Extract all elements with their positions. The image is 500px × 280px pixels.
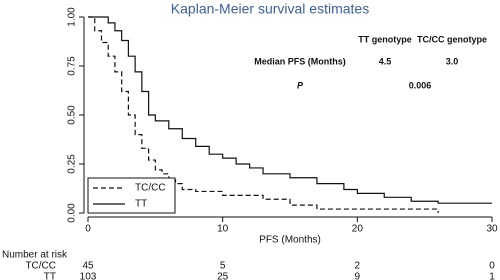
x-tick-label: 20: [352, 224, 364, 235]
risk-value: 2: [355, 261, 361, 272]
y-tick-label: 1.00: [67, 7, 78, 27]
table-cell: 3.0: [446, 56, 459, 66]
risk-row-label: TT: [44, 272, 56, 280]
risk-value: 5: [220, 261, 226, 272]
risk-value: 45: [82, 261, 94, 272]
x-axis-label: PFS (Months): [259, 235, 321, 246]
survival-curve: [88, 16, 439, 213]
x-tick-label: 10: [217, 224, 229, 235]
x-tick-label: 0: [85, 224, 91, 235]
legend-label: TC/CC: [135, 183, 166, 194]
p-value: 0.006: [409, 80, 432, 90]
survival-curve: [88, 16, 492, 204]
risk-value: 1: [489, 272, 495, 280]
x-tick-label: 30: [486, 224, 498, 235]
legend-label: TT: [135, 199, 147, 210]
y-tick-label: 0.25: [67, 154, 78, 174]
y-tick-label: 0.75: [67, 56, 78, 76]
y-tick-label: 0.00: [67, 203, 78, 223]
risk-value: 25: [217, 272, 229, 280]
p-label: P: [297, 80, 304, 90]
table-header: TT genotype: [358, 34, 412, 44]
risk-value: 9: [355, 272, 361, 280]
risk-value: 103: [80, 272, 97, 280]
table-cell: 4.5: [379, 56, 392, 66]
table-header: TC/CC genotype: [417, 34, 487, 44]
y-tick-label: 0.50: [67, 105, 78, 125]
risk-row-label: TC/CC: [25, 261, 56, 272]
risk-value: 0: [489, 261, 495, 272]
legend-box: [87, 177, 176, 214]
chart-title: Kaplan-Meier survival estimates: [171, 1, 369, 17]
risk-title: Number at risk: [2, 250, 68, 261]
table-row-label: Median PFS (Months): [254, 56, 346, 66]
